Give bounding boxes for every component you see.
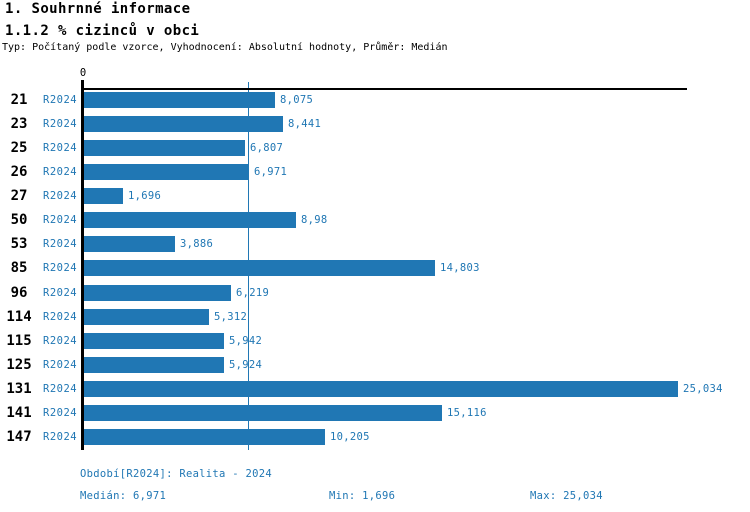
value-label: 5,942 xyxy=(229,335,263,347)
category-label: 85 xyxy=(10,260,28,276)
value-label: 6,219 xyxy=(236,287,270,299)
bar xyxy=(83,357,224,373)
value-label: 15,116 xyxy=(447,407,487,419)
bar xyxy=(83,188,123,204)
category-label: 141 xyxy=(6,405,32,421)
bar-row: 125 R2024 5,924 xyxy=(0,357,750,373)
category-label: 23 xyxy=(10,116,28,132)
bar xyxy=(83,260,435,276)
bar-row: 25 R2024 6,807 xyxy=(0,140,750,156)
bar-row: 27 R2024 1,696 xyxy=(0,188,750,204)
bar-row: 114 R2024 5,312 xyxy=(0,309,750,325)
category-label: 115 xyxy=(6,333,32,349)
report-title: 1. Souhrnné informace xyxy=(5,1,191,17)
series-label: R2024 xyxy=(43,287,78,299)
series-label: R2024 xyxy=(43,190,78,202)
series-label: R2024 xyxy=(43,431,78,443)
series-label: R2024 xyxy=(43,238,78,250)
indicator-title: 1.1.2 % cizinců v obci xyxy=(5,23,200,39)
value-label: 3,886 xyxy=(180,238,214,250)
y-axis-line xyxy=(81,80,84,450)
x-axis-line xyxy=(81,88,687,90)
value-label: 8,98 xyxy=(301,214,328,226)
bar xyxy=(83,309,209,325)
value-label: 1,696 xyxy=(128,190,162,202)
series-label: R2024 xyxy=(43,118,78,130)
value-label: 5,924 xyxy=(229,359,263,371)
bar-row: 50 R2024 8,98 xyxy=(0,212,750,228)
series-label: R2024 xyxy=(43,214,78,226)
bar-row: 115 R2024 5,942 xyxy=(0,333,750,349)
value-label: 8,075 xyxy=(280,94,314,106)
category-label: 147 xyxy=(6,429,32,445)
series-label: R2024 xyxy=(43,166,78,178)
axis-zero-label: 0 xyxy=(79,67,87,79)
category-label: 53 xyxy=(10,236,28,252)
category-label: 131 xyxy=(6,381,32,397)
median-stat: Medián: 6,971 xyxy=(80,490,167,502)
bar-row: 21 R2024 8,075 xyxy=(0,92,750,108)
category-label: 125 xyxy=(6,357,32,373)
period-label: Období[R2024]: Realita - 2024 xyxy=(80,468,273,480)
bar xyxy=(83,285,231,301)
category-label: 21 xyxy=(10,92,28,108)
bar xyxy=(83,381,678,397)
series-label: R2024 xyxy=(43,94,78,106)
bar xyxy=(83,429,325,445)
bar-row: 96 R2024 6,219 xyxy=(0,285,750,301)
bar xyxy=(83,140,245,156)
bar xyxy=(83,212,296,228)
bar-row: 147 R2024 10,205 xyxy=(0,429,750,445)
value-label: 14,803 xyxy=(440,262,480,274)
bar xyxy=(83,236,175,252)
category-label: 26 xyxy=(10,164,28,180)
bar xyxy=(83,405,442,421)
series-label: R2024 xyxy=(43,142,78,154)
category-label: 114 xyxy=(6,309,32,325)
series-label: R2024 xyxy=(43,359,78,371)
bar-row: 131 R2024 25,034 xyxy=(0,381,750,397)
value-label: 6,807 xyxy=(250,142,284,154)
series-label: R2024 xyxy=(43,335,78,347)
value-label: 5,312 xyxy=(214,311,248,323)
category-label: 96 xyxy=(10,285,28,301)
bar xyxy=(83,116,283,132)
bar xyxy=(83,333,224,349)
max-stat: Max: 25,034 xyxy=(530,490,603,502)
series-label: R2024 xyxy=(43,262,78,274)
indicator-meta: Typ: Počítaný podle vzorce, Vyhodnocení:… xyxy=(2,42,448,53)
bar xyxy=(83,164,249,180)
category-label: 50 xyxy=(10,212,28,228)
series-label: R2024 xyxy=(43,383,78,395)
value-label: 8,441 xyxy=(288,118,322,130)
category-label: 25 xyxy=(10,140,28,156)
bar-row: 141 R2024 15,116 xyxy=(0,405,750,421)
bar-row: 26 R2024 6,971 xyxy=(0,164,750,180)
bar-row: 85 R2024 14,803 xyxy=(0,260,750,276)
bar xyxy=(83,92,275,108)
value-label: 10,205 xyxy=(330,431,370,443)
category-label: 27 xyxy=(10,188,28,204)
value-label: 25,034 xyxy=(683,383,723,395)
series-label: R2024 xyxy=(43,407,78,419)
bar-row: 53 R2024 3,886 xyxy=(0,236,750,252)
series-label: R2024 xyxy=(43,311,78,323)
value-label: 6,971 xyxy=(254,166,288,178)
min-stat: Min: 1,696 xyxy=(329,490,396,502)
bar-row: 23 R2024 8,441 xyxy=(0,116,750,132)
